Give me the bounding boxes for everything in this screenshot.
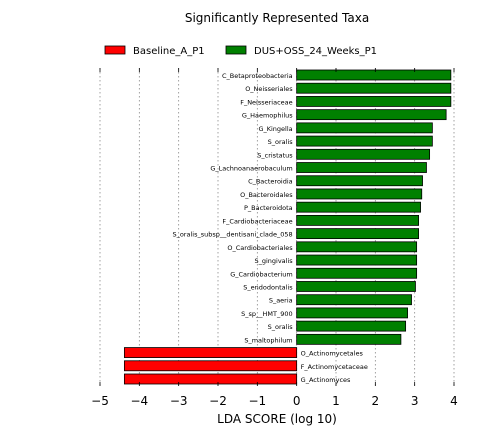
bar (296, 96, 452, 107)
bar-label: O_Cardiobacteriales (227, 244, 293, 252)
bar-label: O_Bacteroidales (240, 191, 293, 199)
bar-label: C_Bacteroidia (248, 178, 293, 186)
bar-label: S_oralis_subsp__dentisani_clade_058 (172, 231, 292, 239)
bar (296, 333, 402, 345)
bar (296, 69, 452, 81)
bar-label: S_oralis (268, 323, 294, 331)
legend-label-0: Baseline_A_P1 (133, 46, 205, 57)
bar-label: F_Cardiobacteriaceae (222, 217, 292, 225)
bars (123, 69, 452, 385)
bar-label: S_oralis (268, 138, 294, 146)
bar (296, 148, 431, 160)
x-tick-label: −1 (248, 394, 266, 408)
bar (296, 294, 412, 306)
x-tick-label: 4 (450, 394, 458, 408)
bar-label: S_maltophilum (244, 336, 292, 344)
bar (296, 135, 433, 147)
bar-label: C_Betaproteobacteria (222, 72, 293, 80)
bar-label: S_cristatus (257, 151, 293, 159)
bar-label: O_Actinomycetales (301, 350, 364, 358)
x-axis: −5 −4 −3 −2 −1 0 1 2 3 4 (91, 68, 458, 408)
bar-label: G_Kingella (258, 125, 292, 133)
x-tick-label: 3 (411, 394, 419, 408)
bar-label: G_Cardiobacterium (230, 270, 292, 278)
legend-label-1: DUS+OSS_24_Weeks_P1 (254, 46, 377, 57)
bar (296, 267, 418, 279)
legend-swatch-1 (225, 45, 247, 55)
x-tick-label: −2 (209, 394, 227, 408)
bar-label: S_endodontalis (243, 283, 293, 291)
x-axis-label: LDA SCORE (log 10) (217, 412, 337, 426)
bar-label: G_Lachnoanaerobaculum (210, 165, 292, 173)
legend-swatch-0 (104, 45, 126, 55)
bar (296, 188, 423, 200)
bar-label: S_sp__HMT_900 (241, 310, 293, 318)
bar (296, 162, 427, 173)
bar (123, 373, 298, 385)
x-tick-label: −4 (130, 394, 148, 408)
bar (296, 122, 433, 134)
gridlines (99, 68, 455, 386)
bar-label: F_Neisseriaceae (240, 98, 292, 106)
bar (296, 320, 407, 332)
bar-label: O_Neisseriales (245, 85, 293, 93)
bar (296, 214, 419, 226)
chart-title: Significantly Represented Taxa (185, 11, 369, 25)
bar-label: G_Haemophilus (242, 112, 293, 120)
x-tick-label: 2 (372, 394, 380, 408)
legend: Baseline_A_P1 DUS+OSS_24_Weeks_P1 (104, 45, 377, 57)
bar (123, 347, 298, 358)
bar (296, 109, 447, 121)
bar-labels: C_Betaproteobacteria O_Neisseriales F_Neis… (172, 72, 367, 384)
bar-label: G_Actinomyces (301, 376, 351, 384)
x-tick-label: 0 (293, 394, 301, 408)
bar (296, 254, 418, 266)
bar (296, 201, 421, 213)
bar-label: S_gingivalis (254, 257, 293, 265)
bar-label: P_Bacteroidota (244, 204, 293, 212)
bar (296, 307, 408, 319)
bar-label: F_Actinomycetaceae (301, 363, 368, 371)
bar (296, 82, 452, 94)
bar (123, 360, 298, 372)
bar (296, 281, 416, 292)
bar (296, 228, 419, 240)
bar (296, 175, 423, 187)
bar (296, 241, 418, 253)
x-tick-label: −5 (91, 394, 109, 408)
x-tick-label: −3 (170, 394, 188, 408)
x-tick-label: 1 (332, 394, 340, 408)
bar-label: S_aeria (269, 297, 293, 305)
